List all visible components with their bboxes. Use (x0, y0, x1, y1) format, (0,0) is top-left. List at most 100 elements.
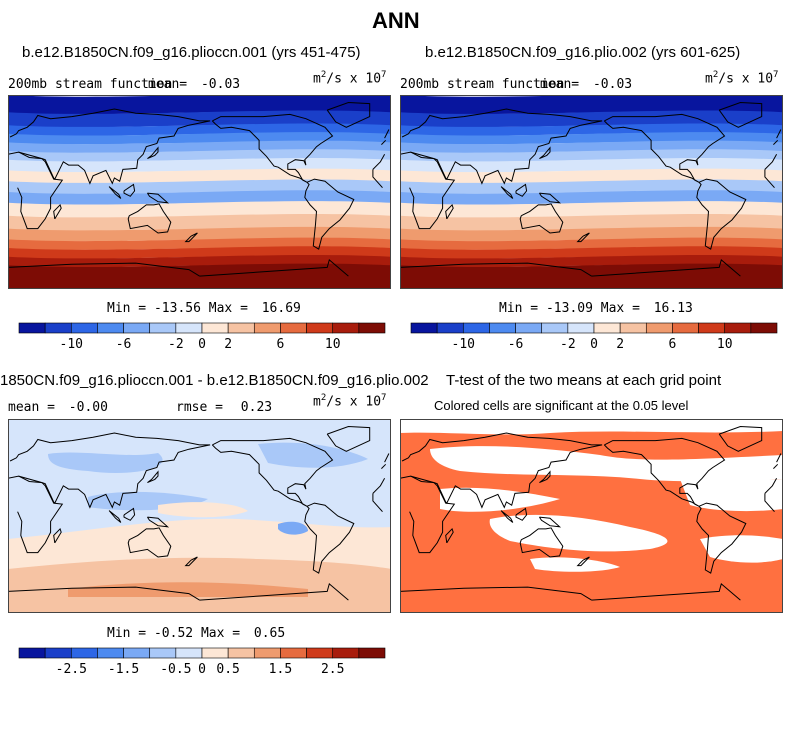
contour-band (8, 263, 391, 289)
units-exp2: 7 (381, 70, 387, 80)
panel2-mean-value: -0.03 (592, 77, 633, 92)
coastline (515, 507, 528, 521)
coastline (381, 139, 387, 145)
coastline (372, 169, 383, 189)
colorbar-cell (70, 322, 98, 334)
difference-region (258, 442, 368, 468)
coastline (764, 169, 775, 189)
panel1-mean-label: mean= (148, 77, 188, 92)
colorbar-cell (44, 322, 72, 334)
units-mid: /s x 10 (326, 71, 382, 87)
colorbar-tick-label: -0.5 (160, 662, 191, 677)
panel2-units: m2/s x 107 (705, 70, 778, 86)
panel2-colorbar: -10 -6 -2 0 2 6 10 (410, 322, 778, 352)
coastline (764, 493, 775, 513)
coastline (304, 502, 355, 574)
colorbar-cell (332, 647, 360, 659)
difference-region (158, 502, 248, 518)
colorbar-tick-label: 0.5 (216, 662, 239, 677)
panel3-units: m2/s x 107 (313, 393, 386, 409)
colorbar-tick-label: -10 (60, 337, 83, 352)
colorbar-cell (724, 322, 752, 334)
coastline (603, 113, 726, 183)
coastline (372, 154, 386, 170)
colorbar-tick-label: 2 (224, 337, 232, 352)
colorbar-cell (593, 322, 621, 334)
coastline (53, 527, 62, 544)
contour-band (8, 95, 391, 115)
coastline (372, 478, 386, 494)
colorbar-tick-label: 10 (717, 337, 733, 352)
rmse-label: rmse = (176, 400, 223, 415)
map-frame (400, 419, 783, 613)
colorbar-cell (306, 647, 334, 659)
coastline (515, 183, 528, 197)
min-value: -13.09 (545, 301, 593, 316)
colorbar-tick-label: -1.5 (108, 662, 139, 677)
not-significant-region (400, 419, 783, 435)
colorbar-cell (227, 647, 255, 659)
coastline (400, 586, 592, 601)
contour-band (400, 95, 783, 115)
colorbar-cell (306, 322, 334, 334)
colorbar-cell (410, 322, 438, 334)
contour-band (8, 201, 391, 218)
coastline (764, 478, 778, 494)
units-exp2: 7 (773, 70, 779, 80)
panel4-subtitle: Colored cells are significant at the 0.0… (434, 398, 689, 413)
colorbar-tick-label: 2.5 (321, 662, 344, 677)
units-base: m (313, 394, 321, 410)
coastline (108, 510, 122, 523)
coastline (400, 262, 592, 277)
panel1-title: b.e12.B1850CN.f09_g16.plioccn.001 (yrs 4… (22, 44, 361, 61)
max-label: Max = (208, 301, 256, 316)
panel3-mean: mean = -0.00 (8, 400, 108, 415)
panel1-mean-value: -0.03 (200, 77, 241, 92)
panel3-title: 1850CN.f09_g16.plioccn.001 - b.e12.B1850… (0, 372, 429, 389)
coastline (776, 453, 782, 463)
units-exp: 2 (320, 70, 327, 80)
coastline (409, 475, 456, 554)
colorbar-cell (44, 647, 72, 659)
colorbar-cell (619, 322, 647, 334)
coastline (764, 154, 778, 170)
coastline (409, 151, 456, 230)
coastline (8, 262, 200, 277)
coastline (696, 178, 747, 250)
panel3-minmax: Min = -0.52 Max = 0.65 (107, 626, 285, 641)
coastline (123, 507, 136, 521)
colorbar-tick-label: 6 (669, 337, 677, 352)
coastline (500, 186, 514, 199)
colorbar-cell (645, 322, 673, 334)
colorbar-cell (97, 322, 124, 334)
colorbar-tick-label: -2 (560, 337, 576, 352)
panel4-title: T-test of the two means at each grid poi… (446, 372, 722, 389)
units-exp: 2 (320, 393, 327, 403)
coastline (211, 437, 334, 507)
colorbar-cell (149, 647, 177, 659)
colorbar-tick-label: 10 (325, 337, 341, 352)
panel3-map (8, 419, 391, 613)
coastline (384, 453, 390, 463)
panel2-mean-label: mean= (540, 77, 580, 92)
colorbar-tick-label: -6 (116, 337, 132, 352)
coastline (8, 108, 211, 185)
coastline (539, 146, 551, 160)
rmse-value: 0.23 (240, 400, 273, 415)
panel2-minmax: Min = -13.09 Max = 16.13 (499, 301, 693, 316)
colorbar-cell (70, 647, 98, 659)
coastline (146, 192, 170, 204)
colorbar-cell (332, 322, 360, 334)
coastline (696, 502, 747, 574)
contour-band (400, 110, 783, 128)
not-significant-region (530, 557, 620, 572)
coastline (718, 425, 763, 452)
colorbar-cell (358, 647, 386, 659)
panel1-minmax: Min = -13.56 Max = 16.69 (107, 301, 301, 316)
panel2-var-label: 200mb stream function (400, 77, 565, 92)
map-frame (8, 95, 391, 289)
not-significant-region (680, 477, 783, 512)
colorbar-tick-label: -6 (508, 337, 524, 352)
figure-title: ANN (372, 8, 420, 33)
coastline (108, 186, 122, 199)
